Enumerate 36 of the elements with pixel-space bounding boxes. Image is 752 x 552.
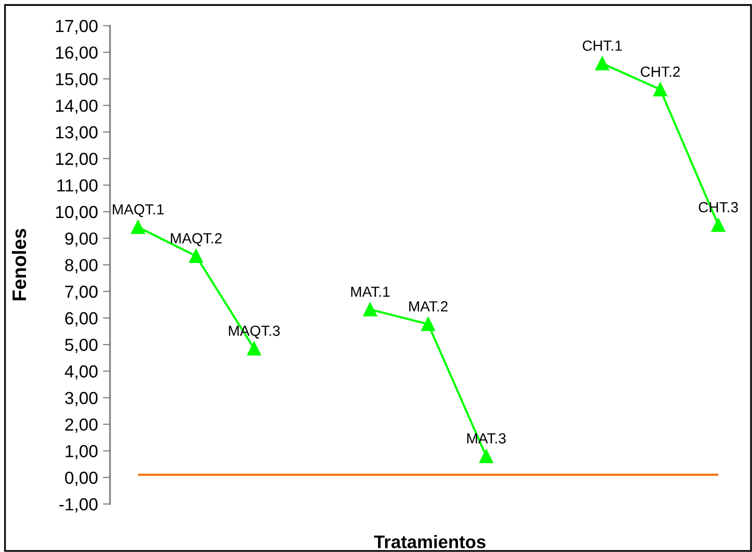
point [247,342,262,356]
y-tick-label: 9,00 [65,232,98,247]
x-axis-title: Tratamientos [374,535,486,548]
y-tick-label: 14,00 [56,100,98,114]
x-tick-label: MAQT.2 [170,233,222,246]
point [711,218,726,232]
x-tick-label: MAT.2 [409,301,448,312]
y-tick-label: 16,00 [56,46,98,61]
y-tick-label: 4,00 [64,365,98,380]
y-tick-label: 0,00 [65,472,98,486]
point [421,317,436,332]
point [653,82,668,96]
y-tick-label: 6,00 [65,312,98,327]
point [131,220,145,234]
point [189,249,203,264]
y-tick-label: 12,00 [56,152,98,168]
y-tick-label: 3,00 [65,392,98,406]
y-tick-label: 17,00 [56,20,98,34]
y-tick-label: 7,00 [65,286,98,300]
y-tick-label: 10,00 [56,206,98,220]
x-tick-label: MAT.1 [351,286,390,297]
point [363,302,378,316]
y-tick-label: 5,00 [65,338,98,354]
point [479,449,494,464]
y-tick-label: 8,00 [65,259,98,274]
y-tick-label: 1,00 [66,445,98,460]
y-tick-label: 2,00 [65,418,98,433]
y-tick-label: 15,00 [56,73,98,88]
y-tick-label: -1,00 [59,498,98,513]
x-tick-label: CHT.2 [640,66,680,77]
y-axis-title: Fenoles [12,228,26,300]
x-tick-label: MAQT.1 [112,204,164,218]
x-tick-label: CHT.1 [582,40,622,51]
point [595,56,610,70]
y-tick-label: 13,00 [56,126,98,140]
y-tick-label: 11,00 [57,179,98,194]
